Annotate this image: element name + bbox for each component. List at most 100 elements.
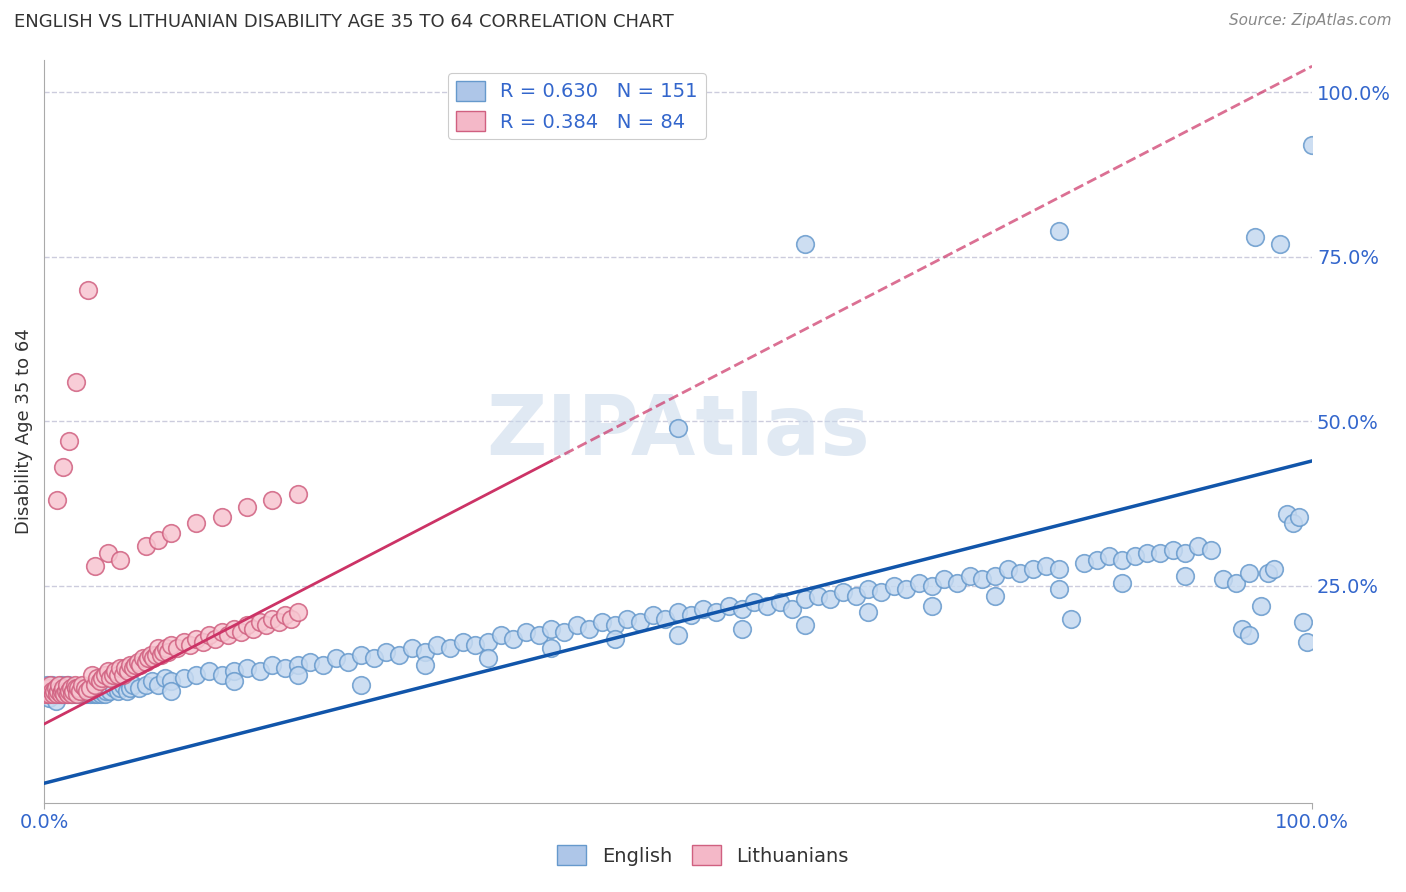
Point xyxy=(69,681,91,695)
Point xyxy=(921,599,943,613)
Point xyxy=(84,681,107,695)
Point xyxy=(56,677,79,691)
Point xyxy=(679,608,702,623)
Point xyxy=(1047,562,1070,576)
Point xyxy=(832,585,855,599)
Point xyxy=(1060,612,1083,626)
Point xyxy=(122,661,145,675)
Point xyxy=(96,665,118,679)
Point xyxy=(186,667,208,681)
Point xyxy=(388,648,411,662)
Point xyxy=(451,635,474,649)
Point xyxy=(186,632,208,646)
Point xyxy=(62,684,84,698)
Point xyxy=(262,612,284,626)
Point xyxy=(160,526,183,541)
Point xyxy=(262,657,284,672)
Legend: R = 0.630   N = 151, R = 0.384   N = 84: R = 0.630 N = 151, R = 0.384 N = 84 xyxy=(447,73,706,139)
Point xyxy=(730,602,752,616)
Point xyxy=(1225,575,1247,590)
Point xyxy=(69,684,91,698)
Point xyxy=(870,585,893,599)
Point xyxy=(426,638,449,652)
Point xyxy=(98,671,121,685)
Point xyxy=(704,605,727,619)
Point xyxy=(152,645,174,659)
Point xyxy=(959,569,981,583)
Point xyxy=(1174,569,1197,583)
Point xyxy=(60,688,83,702)
Point xyxy=(666,605,689,619)
Point xyxy=(58,684,80,698)
Point xyxy=(858,582,880,597)
Point xyxy=(236,661,259,675)
Point xyxy=(86,688,108,702)
Point xyxy=(1257,566,1279,580)
Point xyxy=(477,651,499,665)
Point xyxy=(1212,572,1234,586)
Point xyxy=(921,579,943,593)
Point xyxy=(75,688,97,702)
Point xyxy=(997,562,1019,576)
Point xyxy=(1111,575,1133,590)
Point xyxy=(52,681,75,695)
Point xyxy=(120,657,142,672)
Point xyxy=(91,684,114,698)
Point xyxy=(204,632,226,646)
Point xyxy=(236,500,259,514)
Point xyxy=(527,628,550,642)
Point xyxy=(224,665,246,679)
Point xyxy=(166,641,188,656)
Point xyxy=(117,665,139,679)
Point xyxy=(96,677,118,691)
Point xyxy=(280,612,302,626)
Point xyxy=(565,618,588,632)
Point xyxy=(439,641,461,656)
Point xyxy=(1301,138,1323,153)
Point xyxy=(211,509,233,524)
Point xyxy=(603,632,626,646)
Point xyxy=(103,681,125,695)
Point xyxy=(287,657,309,672)
Point xyxy=(155,641,177,656)
Point xyxy=(1085,552,1108,566)
Point xyxy=(96,684,118,698)
Point xyxy=(287,605,309,619)
Point xyxy=(79,688,101,702)
Point xyxy=(1250,599,1272,613)
Point xyxy=(38,688,60,702)
Point xyxy=(72,681,94,695)
Point xyxy=(793,236,815,251)
Point xyxy=(108,661,131,675)
Point xyxy=(1275,507,1298,521)
Point xyxy=(1263,562,1285,576)
Point xyxy=(249,615,271,629)
Point xyxy=(337,655,360,669)
Point xyxy=(82,667,104,681)
Point xyxy=(666,628,689,642)
Point xyxy=(883,579,905,593)
Point xyxy=(111,677,134,691)
Point xyxy=(94,667,117,681)
Point xyxy=(34,688,56,702)
Point xyxy=(83,684,105,698)
Point xyxy=(1270,236,1292,251)
Point xyxy=(1035,559,1057,574)
Point xyxy=(83,688,105,702)
Point xyxy=(101,667,124,681)
Point xyxy=(70,684,93,698)
Point xyxy=(45,493,67,508)
Point xyxy=(934,572,956,586)
Point xyxy=(45,688,67,702)
Point xyxy=(87,684,110,698)
Point xyxy=(489,628,512,642)
Point xyxy=(44,694,66,708)
Point xyxy=(350,648,373,662)
Point xyxy=(1123,549,1146,564)
Point xyxy=(1161,542,1184,557)
Point xyxy=(35,684,58,698)
Point xyxy=(641,608,664,623)
Point xyxy=(86,671,108,685)
Point xyxy=(46,681,69,695)
Point xyxy=(55,684,77,698)
